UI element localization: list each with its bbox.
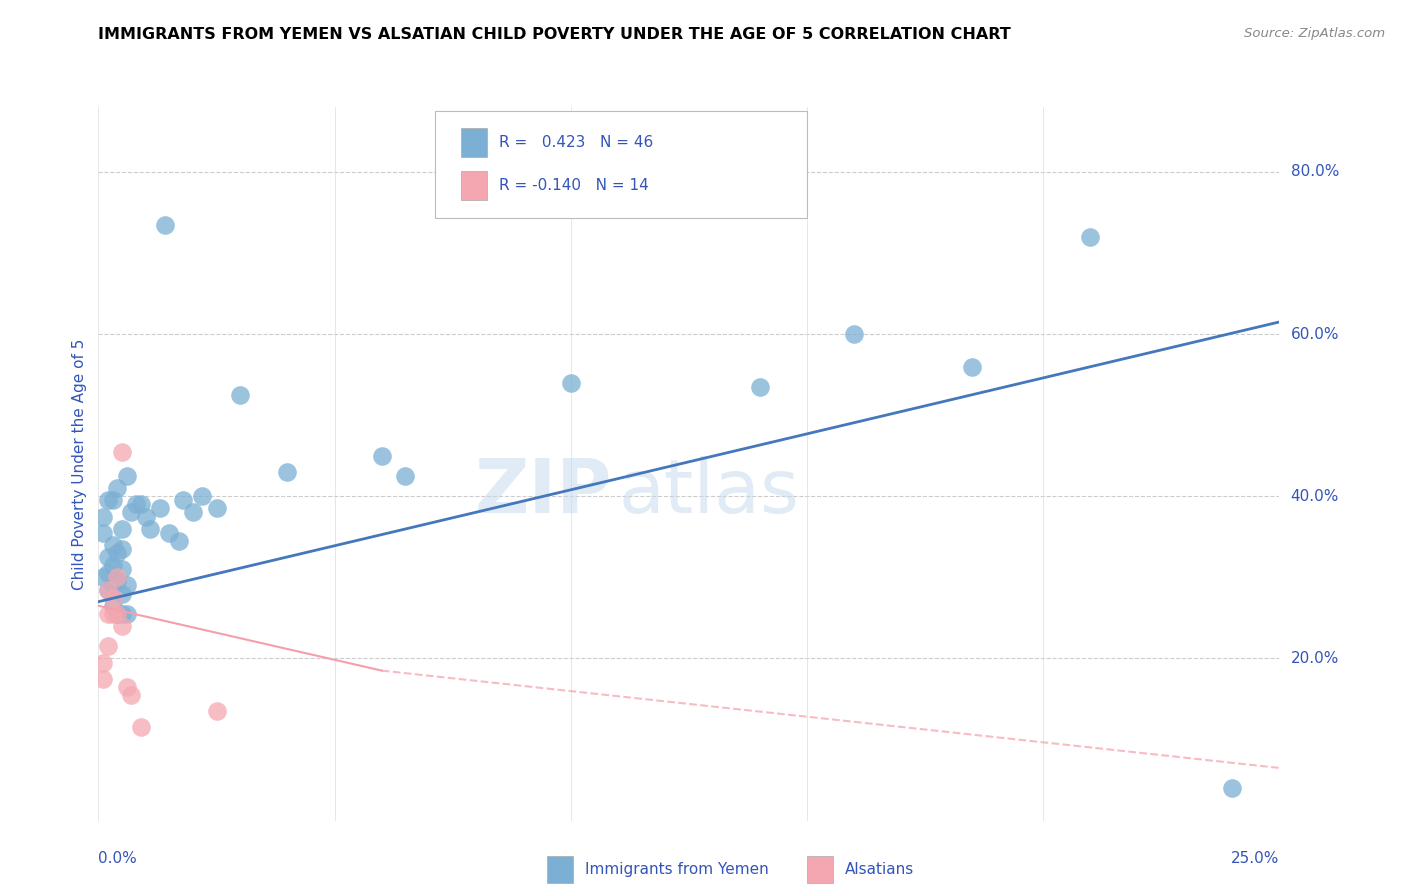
Point [115, 578, 138, 592]
Point [276, 465, 298, 479]
Point [97, 640, 120, 654]
FancyBboxPatch shape [461, 128, 486, 157]
Point [91, 525, 114, 540]
Point [111, 522, 134, 536]
Point [91, 672, 114, 686]
Point [125, 497, 148, 511]
Point [97, 493, 120, 508]
Point [205, 501, 228, 516]
Point [844, 327, 866, 342]
FancyBboxPatch shape [807, 855, 832, 883]
Point [153, 218, 176, 232]
Point [97, 607, 120, 621]
Y-axis label: Child Poverty Under the Age of 5: Child Poverty Under the Age of 5 [72, 338, 87, 590]
Point [111, 562, 134, 576]
Point [101, 578, 124, 592]
Text: Source: ZipAtlas.com: Source: ZipAtlas.com [1244, 27, 1385, 40]
FancyBboxPatch shape [434, 111, 807, 218]
Point [167, 533, 190, 548]
Point [139, 522, 162, 536]
Point [115, 680, 138, 694]
Text: ZIP: ZIP [475, 456, 612, 529]
Text: Alsatians: Alsatians [845, 862, 914, 877]
Text: 40.0%: 40.0% [1291, 489, 1339, 504]
Point [111, 607, 134, 621]
Point [229, 388, 252, 402]
Point [101, 599, 124, 613]
Point [129, 720, 152, 734]
Point [97, 582, 120, 597]
Point [101, 558, 124, 573]
Point [560, 376, 582, 390]
Point [205, 704, 228, 718]
Point [97, 566, 120, 581]
FancyBboxPatch shape [547, 855, 574, 883]
Point [121, 688, 143, 702]
Point [111, 586, 134, 600]
Point [135, 509, 157, 524]
Point [101, 538, 124, 552]
Point [181, 506, 204, 520]
Text: 20.0%: 20.0% [1291, 651, 1339, 666]
Point [97, 550, 120, 565]
Point [1080, 229, 1102, 244]
Point [97, 582, 120, 597]
Text: atlas: atlas [619, 456, 799, 529]
Point [191, 489, 214, 503]
Point [105, 546, 128, 560]
Text: 60.0%: 60.0% [1291, 326, 1339, 342]
Point [172, 493, 194, 508]
Point [105, 607, 128, 621]
Point [105, 574, 128, 589]
Point [91, 656, 114, 670]
Point [115, 469, 138, 483]
Text: 25.0%: 25.0% [1232, 851, 1279, 866]
Point [111, 444, 134, 458]
Point [111, 541, 134, 556]
FancyBboxPatch shape [461, 171, 486, 200]
Point [115, 607, 138, 621]
Point [91, 570, 114, 584]
Point [105, 607, 128, 621]
Text: R =   0.423   N = 46: R = 0.423 N = 46 [499, 136, 652, 150]
Point [157, 525, 180, 540]
Point [101, 607, 124, 621]
Point [111, 619, 134, 633]
Point [129, 497, 152, 511]
Point [91, 509, 114, 524]
Text: 0.0%: 0.0% [98, 851, 138, 866]
Point [121, 506, 143, 520]
Point [1220, 781, 1243, 796]
Text: 80.0%: 80.0% [1291, 164, 1339, 179]
Point [962, 359, 984, 374]
Point [105, 481, 128, 495]
Point [394, 469, 416, 483]
Point [105, 570, 128, 584]
Point [371, 449, 394, 463]
Point [149, 501, 172, 516]
Point [101, 493, 124, 508]
Point [748, 380, 770, 394]
Text: Immigrants from Yemen: Immigrants from Yemen [585, 862, 769, 877]
Point [101, 591, 124, 605]
Text: IMMIGRANTS FROM YEMEN VS ALSATIAN CHILD POVERTY UNDER THE AGE OF 5 CORRELATION C: IMMIGRANTS FROM YEMEN VS ALSATIAN CHILD … [98, 27, 1011, 42]
Text: R = -0.140   N = 14: R = -0.140 N = 14 [499, 178, 648, 193]
